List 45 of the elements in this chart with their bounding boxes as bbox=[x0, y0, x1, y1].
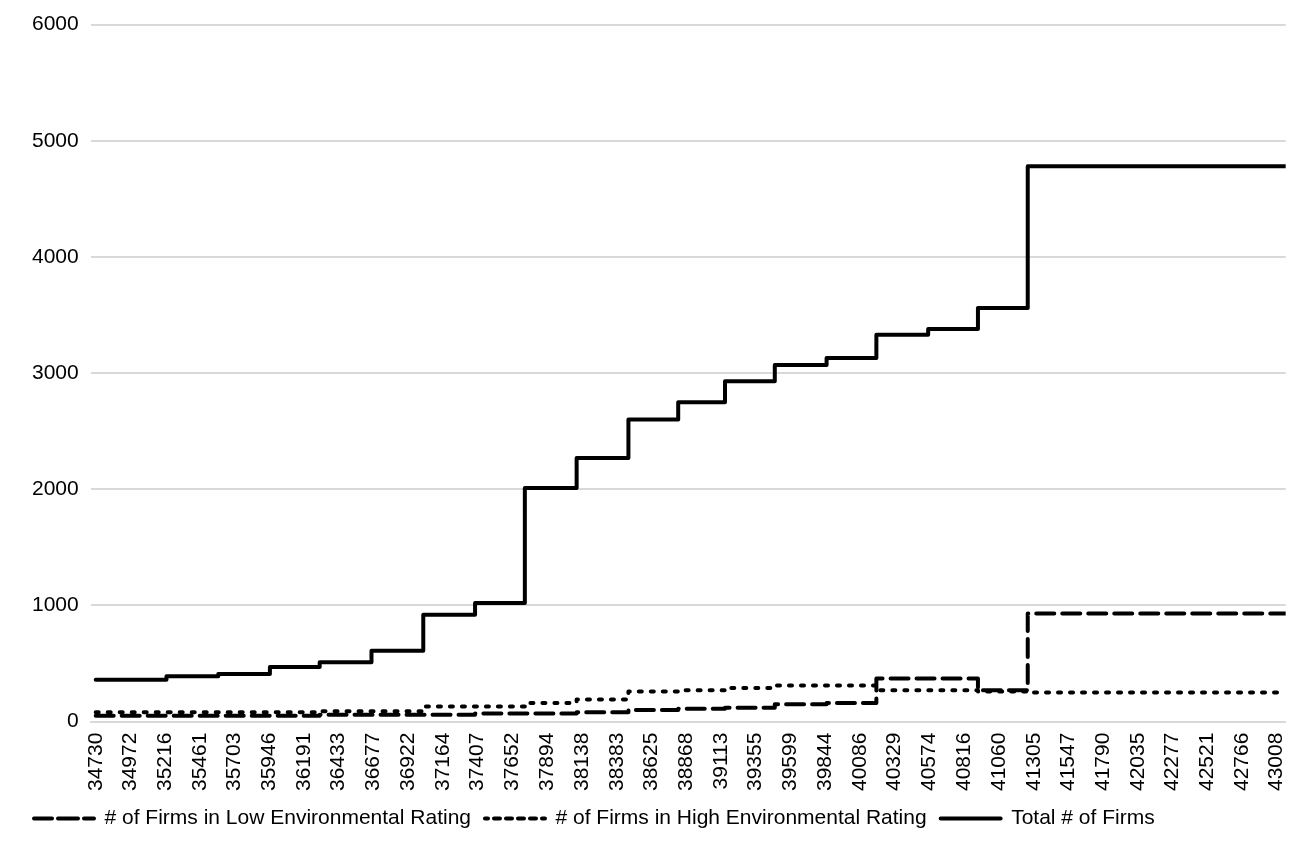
x-tick-label: 35703 bbox=[221, 732, 245, 792]
x-tick-label: 35461 bbox=[186, 732, 210, 792]
y-tick-label: 5000 bbox=[32, 127, 79, 151]
x-tick-label: 34730 bbox=[82, 732, 106, 792]
x-tick-label: 42035 bbox=[1124, 732, 1148, 792]
x-tick-label: 40816 bbox=[950, 732, 974, 792]
x-tick-label: 38138 bbox=[568, 732, 592, 792]
x-tick-label: 39113 bbox=[707, 732, 731, 790]
y-tick-label: 4000 bbox=[32, 243, 79, 267]
x-tick-label: 39844 bbox=[812, 732, 836, 792]
x-tick-label: 40329 bbox=[881, 732, 905, 792]
x-tick-label: 43008 bbox=[1263, 732, 1287, 792]
legend-label: # of Firms in Low Environmental Rating bbox=[104, 805, 471, 829]
x-tick-label: 41305 bbox=[1020, 732, 1044, 792]
x-tick-label: 36191 bbox=[290, 732, 314, 792]
x-tick-label: 35216 bbox=[151, 732, 175, 792]
legend-label: Total # of Firms bbox=[1011, 805, 1155, 829]
x-tick-label: 42277 bbox=[1159, 732, 1183, 792]
y-tick-label: 3000 bbox=[32, 359, 79, 383]
x-tick-label: 39355 bbox=[742, 732, 766, 792]
x-tick-label: 38625 bbox=[638, 732, 662, 792]
y-tick-label: 1000 bbox=[32, 592, 79, 616]
x-tick-label: 41547 bbox=[1055, 732, 1079, 792]
y-tick-label: 0 bbox=[67, 708, 79, 732]
x-tick-label: 37164 bbox=[429, 732, 453, 792]
x-tick-label: 35946 bbox=[255, 732, 279, 792]
x-tick-label: 42766 bbox=[1228, 732, 1252, 792]
x-tick-label: 40574 bbox=[916, 732, 940, 792]
x-tick-label: 41790 bbox=[1089, 732, 1113, 792]
x-tick-label: 38868 bbox=[672, 732, 696, 792]
x-tick-label: 39599 bbox=[777, 732, 801, 792]
x-tick-label: 37652 bbox=[499, 732, 523, 792]
x-tick-label: 36677 bbox=[360, 732, 384, 792]
x-tick-label: 36433 bbox=[325, 732, 349, 792]
y-tick-label: 6000 bbox=[32, 11, 79, 35]
x-tick-label: 36922 bbox=[395, 732, 419, 792]
y-tick-label: 2000 bbox=[32, 476, 79, 500]
x-tick-label: 34972 bbox=[117, 732, 141, 792]
x-tick-label: 40086 bbox=[846, 732, 870, 792]
legend-label: # of Firms in High Environmental Rating bbox=[555, 805, 927, 829]
x-tick-label: 37894 bbox=[533, 732, 557, 792]
x-tick-label: 38383 bbox=[603, 732, 627, 792]
x-tick-label: 37407 bbox=[464, 732, 488, 792]
x-tick-label: 41060 bbox=[985, 732, 1009, 792]
x-tick-label: 42521 bbox=[1194, 732, 1218, 792]
